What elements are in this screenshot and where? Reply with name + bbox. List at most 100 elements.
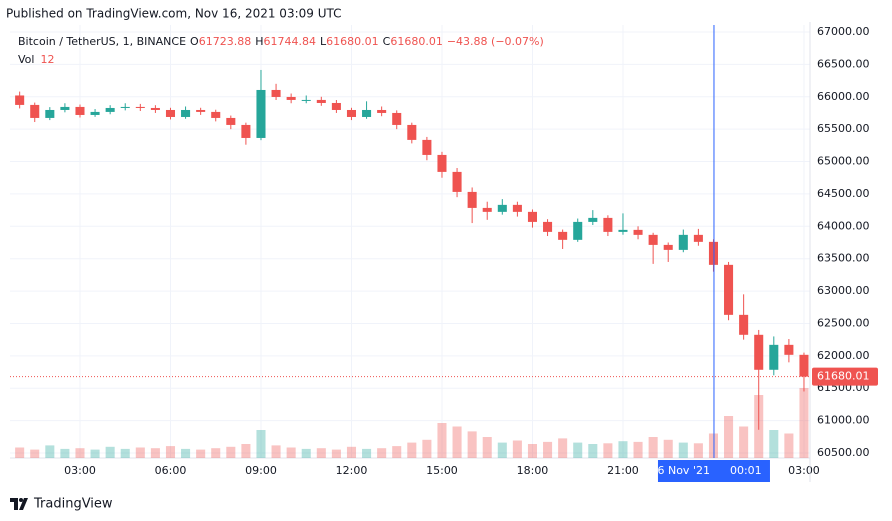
- y-tick-label: 67000.00: [817, 25, 870, 38]
- crosshair-date: 16 Nov '21: [650, 464, 709, 477]
- y-tick-label: 64000.00: [817, 219, 870, 232]
- candle-body: [482, 207, 492, 212]
- candle-body: [648, 234, 658, 245]
- volume-bar: [226, 446, 236, 458]
- volume-bar: [181, 448, 191, 458]
- volume-bar: [422, 439, 432, 458]
- volume-bar: [15, 447, 25, 458]
- candle-body: [181, 109, 191, 117]
- y-tick-label: 64500.00: [817, 187, 870, 200]
- brand: TradingView: [33, 497, 113, 512]
- y-tick-label: 65500.00: [817, 122, 870, 135]
- candle-body: [573, 221, 583, 240]
- candle-body: [784, 344, 794, 355]
- candle-body: [799, 354, 809, 377]
- candle-body: [422, 139, 432, 155]
- volume-bar: [30, 449, 40, 458]
- candle-body: [558, 231, 568, 240]
- candle-body: [467, 191, 477, 208]
- volume-bar: [497, 442, 507, 458]
- volume-bar: [271, 445, 281, 458]
- published-note: Published on TradingView.com, Nov 16, 20…: [6, 7, 342, 21]
- volume-bar: [467, 431, 477, 458]
- candle-body: [316, 99, 326, 103]
- ohlc-key: C: [383, 35, 391, 48]
- candle-body: [120, 106, 130, 108]
- volume-bar: [346, 446, 357, 458]
- volume-bar: [196, 449, 206, 458]
- volume-bar: [693, 443, 703, 458]
- volume-bar: [784, 433, 794, 458]
- volume-bar: [60, 448, 70, 458]
- crosshair-time: 00:01: [730, 464, 762, 477]
- volume-bar: [105, 446, 115, 458]
- volume-bar: [543, 441, 553, 458]
- candle-body: [754, 334, 764, 370]
- candle-body: [392, 112, 402, 125]
- candle-body: [271, 89, 281, 97]
- candle-body: [301, 99, 311, 101]
- candle-body: [543, 221, 553, 232]
- candle-body: [497, 204, 507, 212]
- logo: [10, 498, 28, 510]
- candle-body: [708, 241, 718, 265]
- candle-body: [407, 124, 417, 140]
- volume-bar: [45, 445, 55, 458]
- x-tick-label: 09:00: [245, 464, 277, 477]
- volume-bar: [286, 447, 296, 458]
- candle-body: [105, 107, 115, 112]
- y-tick-label: 63000.00: [817, 284, 870, 297]
- candle-body: [693, 234, 703, 242]
- volume-bar: [165, 446, 176, 458]
- volume-bar: [392, 446, 402, 458]
- y-tick-label: 63500.00: [817, 252, 870, 265]
- volume-bar: [527, 444, 537, 458]
- candle-body: [150, 107, 160, 110]
- x-tick-label: 06:00: [155, 464, 187, 477]
- candle-body: [90, 111, 100, 115]
- candle-body: [346, 109, 357, 117]
- volume-bar: [331, 449, 341, 458]
- candle-body: [286, 96, 296, 100]
- volume-bar: [588, 444, 598, 458]
- candle-body: [241, 124, 251, 138]
- ohlc-key: H: [255, 35, 263, 48]
- volume-bar: [316, 448, 326, 458]
- x-tick-label: 15:00: [426, 464, 458, 477]
- candle-body: [60, 106, 70, 110]
- candle-body: [633, 229, 643, 235]
- candle-body: [588, 217, 598, 222]
- x-tick-label: 21:00: [607, 464, 639, 477]
- volume-value: 12: [40, 53, 54, 66]
- volume-bar: [739, 426, 749, 458]
- symbol-title: Bitcoin / TetherUS, 1, BINANCE: [18, 35, 186, 48]
- volume-bar: [75, 448, 85, 458]
- candle-body: [135, 106, 145, 108]
- x-tick-label: 18:00: [517, 464, 549, 477]
- candle-body: [739, 314, 749, 335]
- volume-bar: [648, 437, 658, 458]
- x-tick-label: 03:00: [64, 464, 96, 477]
- change-value: −43.88 (−0.07%): [447, 35, 544, 48]
- volume-bar: [90, 449, 100, 458]
- volume-bar: [452, 426, 462, 458]
- candle-body: [512, 204, 522, 212]
- volume-bar: [120, 448, 130, 458]
- last-price-label: 61680.01: [817, 370, 870, 383]
- volume-bar: [135, 447, 145, 458]
- volume-bar: [678, 442, 688, 458]
- y-tick-label: 66000.00: [817, 90, 870, 103]
- y-tick-label: 65000.00: [817, 155, 870, 168]
- candle-body: [165, 109, 176, 117]
- last-price-box: [812, 367, 878, 386]
- candle-body: [769, 344, 779, 370]
- candle-body: [437, 154, 447, 172]
- candle-body: [30, 104, 40, 118]
- candle-body: [452, 171, 462, 192]
- volume-bar: [241, 444, 251, 458]
- crosshair-box: [657, 460, 770, 482]
- volume-bar: [558, 438, 568, 458]
- candle-body: [678, 234, 688, 250]
- volume-bar: [769, 430, 779, 458]
